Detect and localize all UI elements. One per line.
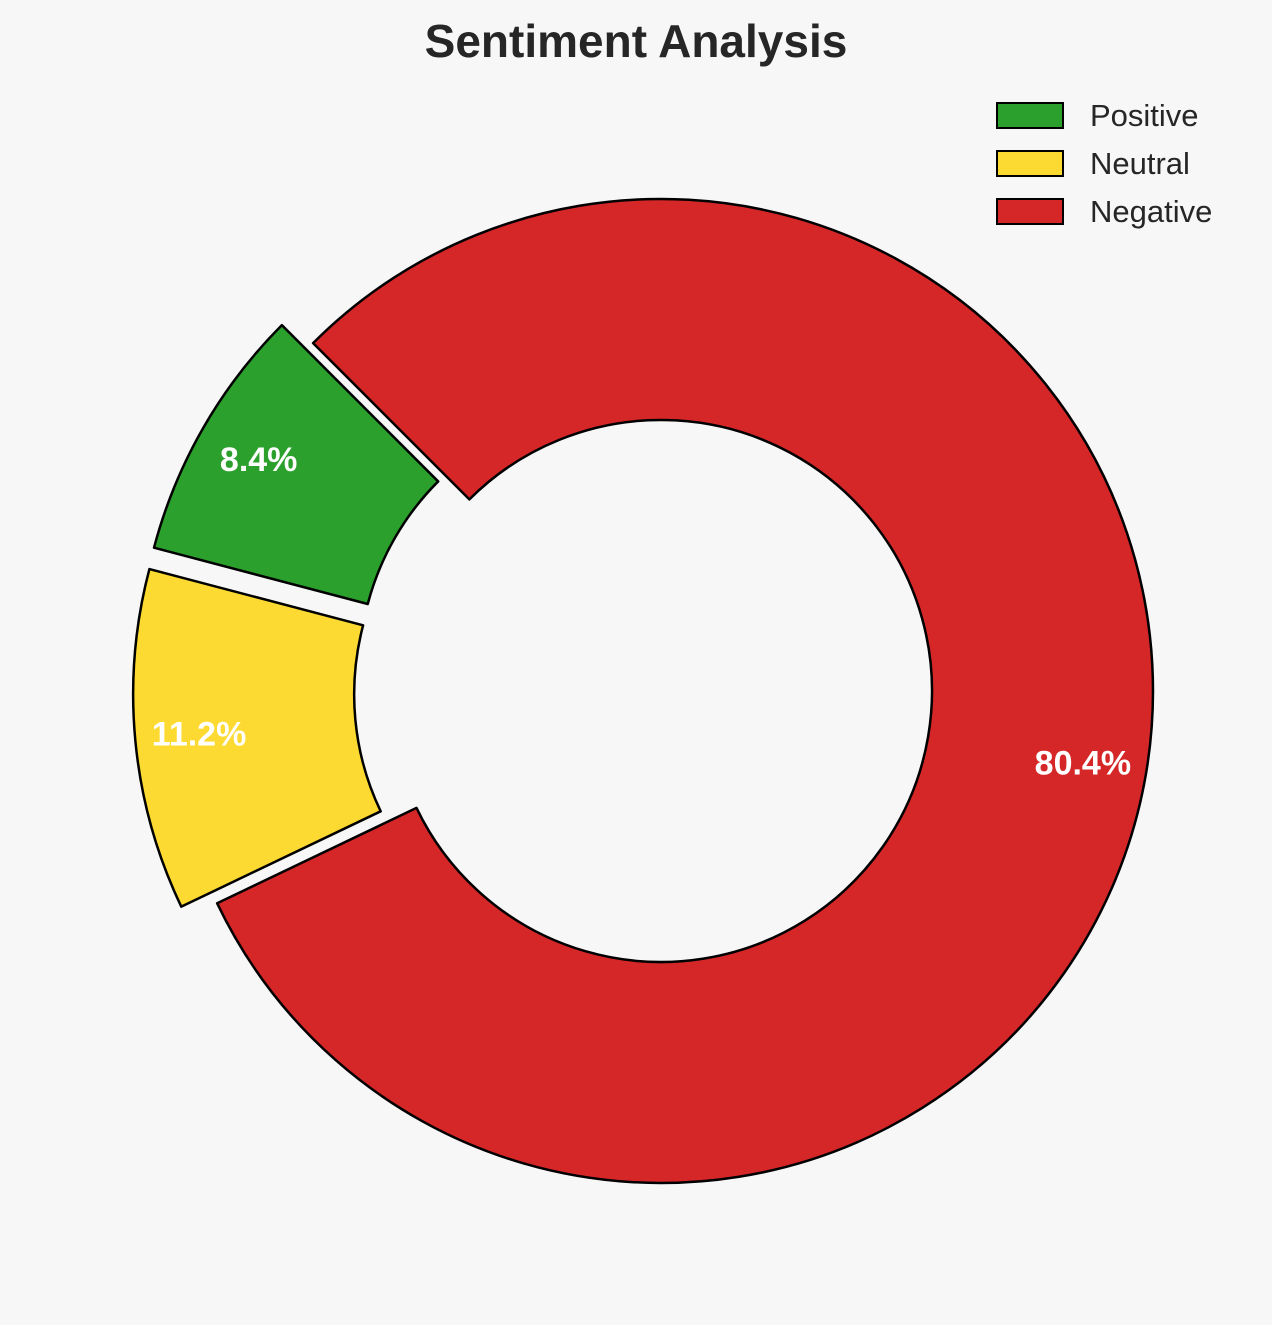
legend-swatch-neutral [996, 150, 1064, 177]
slice-label-neutral: 11.2% [152, 716, 247, 754]
legend-label-positive: Positive [1090, 98, 1199, 133]
slice-negative [215, 197, 1155, 1185]
chart-title: Sentiment Analysis [425, 15, 848, 67]
slice-positive [152, 323, 440, 606]
legend: Positive Neutral Negative [996, 98, 1212, 229]
slice-label-negative: 80.4% [1035, 744, 1131, 782]
legend-label-negative: Negative [1090, 194, 1212, 229]
legend-label-neutral: Neutral [1090, 146, 1190, 181]
slice-neutral [131, 567, 382, 908]
legend-swatch-negative [996, 198, 1064, 225]
slice-labels: 8.4% 11.2% 80.4% [152, 441, 1131, 782]
slice-label-positive: 8.4% [220, 441, 298, 479]
donut-slices [131, 197, 1155, 1185]
legend-swatch-positive [996, 102, 1064, 129]
